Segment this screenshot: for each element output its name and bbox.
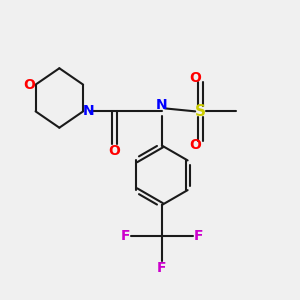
Text: O: O <box>189 71 201 85</box>
Text: F: F <box>121 229 130 243</box>
Text: O: O <box>23 78 35 92</box>
Text: F: F <box>194 229 203 243</box>
Text: O: O <box>108 144 120 158</box>
Text: N: N <box>156 98 168 112</box>
Text: F: F <box>157 261 167 275</box>
Text: S: S <box>195 104 206 119</box>
Text: O: O <box>189 138 201 152</box>
Text: N: N <box>83 104 94 118</box>
